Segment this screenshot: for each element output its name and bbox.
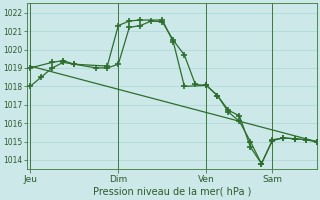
X-axis label: Pression niveau de la mer( hPa ): Pression niveau de la mer( hPa ) bbox=[92, 187, 251, 197]
